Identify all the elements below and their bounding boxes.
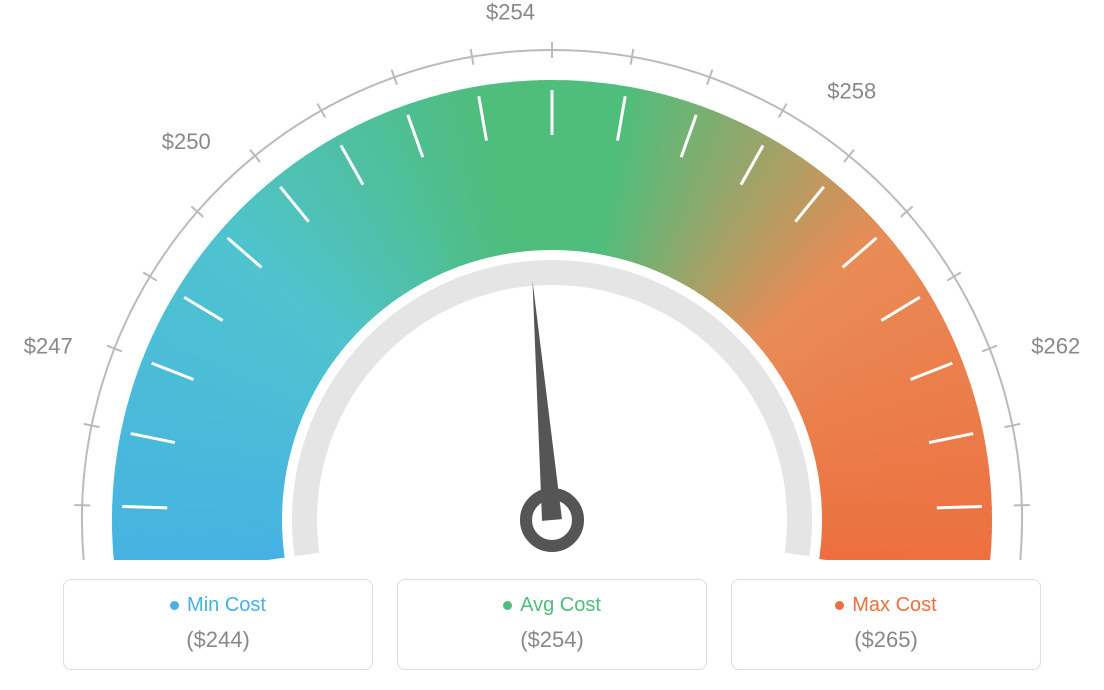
gauge-outer-tick [779,104,787,118]
legend-card: Min Cost ($244) [63,579,373,670]
gauge-outer-tick [74,505,90,506]
legend-label: Avg Cost [520,594,601,617]
gauge-tick [122,506,167,507]
legend-label: Max Cost [852,594,936,617]
gauge-outer-tick [250,150,260,162]
gauge-svg: $244$247$250$254$258$262$265 [0,0,1104,560]
legend-title: Min Cost [170,594,266,617]
legend-label: Min Cost [187,594,266,617]
legend-value: ($254) [398,627,706,653]
gauge-outer-tick [844,150,854,162]
gauge-tick [937,506,982,507]
gauge-outer-tick [143,272,157,280]
gauge-outer-tick [1014,505,1030,506]
gauge-tick-label: $258 [827,79,876,104]
legend-title: Avg Cost [503,594,601,617]
gauge-outer-tick [471,49,474,65]
legend-title: Max Cost [835,594,936,617]
gauge-tick-label: $262 [1031,334,1080,359]
gauge-outer-tick [947,272,961,280]
legend-row: Min Cost ($244) Avg Cost ($254) Max Cost ($26… [0,579,1104,670]
legend-value: ($244) [64,627,372,653]
legend-card: Avg Cost ($254) [397,579,707,670]
legend-card: Max Cost ($265) [731,579,1041,670]
gauge-outer-tick [317,104,325,118]
gauge-tick-label: $254 [486,0,535,25]
gauge-chart: $244$247$250$254$258$262$265 [0,0,1104,560]
gauge-tick-label: $250 [162,129,211,154]
legend-dot-icon [503,601,512,610]
legend-dot-icon [835,601,844,610]
gauge-outer-tick [631,49,634,65]
legend-value: ($265) [732,627,1040,653]
legend-dot-icon [170,601,179,610]
gauge-needle [532,281,561,521]
gauge-tick-label: $247 [24,334,73,359]
